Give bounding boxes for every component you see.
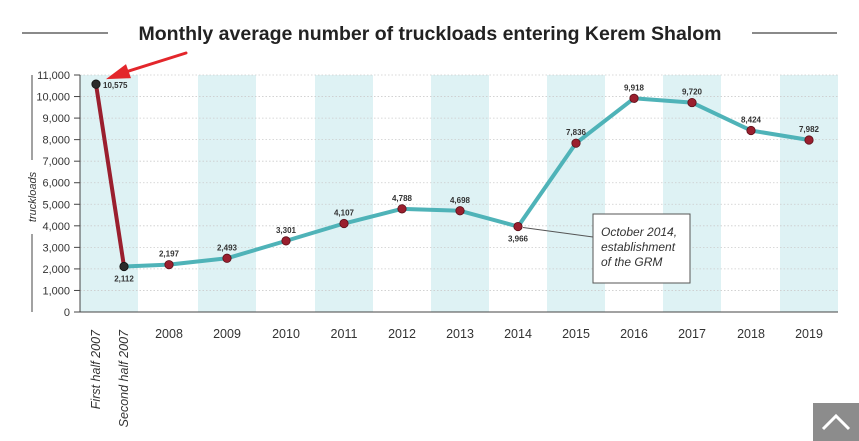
column-band-0 — [80, 75, 138, 312]
data-point — [222, 253, 232, 263]
data-label: 10,575 — [103, 81, 128, 90]
y-tick-label: 4,000 — [42, 221, 70, 233]
data-label: 4,698 — [450, 196, 471, 205]
y-tick-label: 10,000 — [36, 92, 70, 104]
y-tick-label: 0 — [64, 307, 70, 319]
x-tick-labels: First half 2007 Second half 2007 2008 2009 2… — [89, 327, 823, 427]
data-point — [571, 138, 581, 148]
y-tick-label: 9,000 — [42, 113, 70, 125]
arrow-head — [106, 64, 131, 80]
y-tick-label: 1,000 — [42, 285, 70, 297]
data-point — [339, 218, 349, 229]
x-tick-label: 2018 — [737, 327, 765, 341]
axes — [74, 74, 838, 313]
x-tick-label: 2013 — [446, 327, 474, 341]
data-labels: 10,575 2,112 2,197 2,493 3,301 4,107 4,788 4,69… — [103, 81, 820, 283]
column-band-3 — [431, 75, 489, 312]
x-tick-label: 2012 — [388, 327, 416, 341]
data-point — [804, 135, 814, 145]
data-point — [687, 97, 697, 108]
data-label: 2,112 — [114, 274, 134, 283]
data-point — [281, 236, 291, 246]
gridlines — [80, 74, 838, 291]
y-tick-label: 8,000 — [42, 135, 70, 147]
data-point — [397, 204, 407, 214]
x-tick-label: First half 2007 — [89, 329, 103, 409]
data-label: 9,918 — [624, 83, 645, 92]
x-tick-label: 2017 — [678, 327, 706, 341]
chevron-up-icon — [821, 413, 851, 431]
column-band-2 — [315, 75, 373, 312]
y-axis-label: truckloads — [27, 171, 39, 222]
x-tick-label: Second half 2007 — [117, 329, 131, 427]
y-tick-label: 2,000 — [42, 264, 70, 276]
highlight-arrow — [106, 51, 188, 80]
y-tick-label: 6,000 — [42, 178, 70, 190]
data-point — [455, 206, 465, 216]
data-point — [513, 221, 523, 232]
data-label: 7,982 — [799, 125, 820, 134]
data-label: 8,424 — [741, 116, 762, 125]
data-label: 4,788 — [392, 194, 413, 203]
annotation-box — [592, 213, 691, 284]
data-point — [119, 261, 129, 272]
x-tick-label: 2008 — [155, 327, 183, 341]
x-tick-label: 2019 — [795, 327, 823, 341]
x-tick-label: 2010 — [272, 327, 300, 341]
annotation-leader — [522, 227, 594, 238]
annotation-text-line: of the GRM — [601, 255, 662, 269]
data-point — [91, 79, 101, 89]
data-label: 7,836 — [566, 128, 587, 137]
y-tick-labels: 0 1,000 2,000 3,000 4,000 5,000 6,000 7,000 8,00… — [36, 70, 70, 319]
data-label: 2,197 — [159, 250, 180, 259]
chart-title: Monthly average number of truckloads ent… — [139, 23, 722, 45]
data-label: 2,493 — [217, 243, 238, 252]
x-tick-label: 2016 — [620, 327, 648, 341]
scroll-to-top-button[interactable] — [813, 403, 859, 441]
x-tick-label: 2014 — [504, 327, 532, 341]
data-points — [91, 79, 814, 272]
x-tick-label: 2009 — [213, 327, 241, 341]
y-tick-label: 11,000 — [37, 70, 70, 82]
data-point — [164, 260, 174, 270]
data-point — [746, 125, 756, 136]
x-tick-label: 2015 — [562, 327, 590, 341]
annotation-text-line: October 2014, — [601, 225, 677, 239]
data-label: 9,720 — [682, 88, 703, 97]
data-label: 4,107 — [334, 209, 355, 218]
y-tick-label: 3,000 — [42, 242, 70, 254]
x-tick-label: 2011 — [331, 327, 358, 341]
data-label: 3,966 — [508, 235, 529, 244]
annotation-text-line: establishment — [601, 240, 676, 254]
alternating-bands — [80, 75, 838, 312]
column-band-6 — [780, 75, 838, 312]
first-half-2007-segment — [94, 82, 126, 269]
column-band-1 — [198, 75, 256, 312]
arrow-shaft — [120, 51, 188, 75]
data-label: 3,301 — [276, 226, 297, 235]
y-tick-label: 5,000 — [42, 199, 70, 211]
y-tick-label: 7,000 — [42, 156, 70, 168]
data-point — [629, 93, 639, 103]
